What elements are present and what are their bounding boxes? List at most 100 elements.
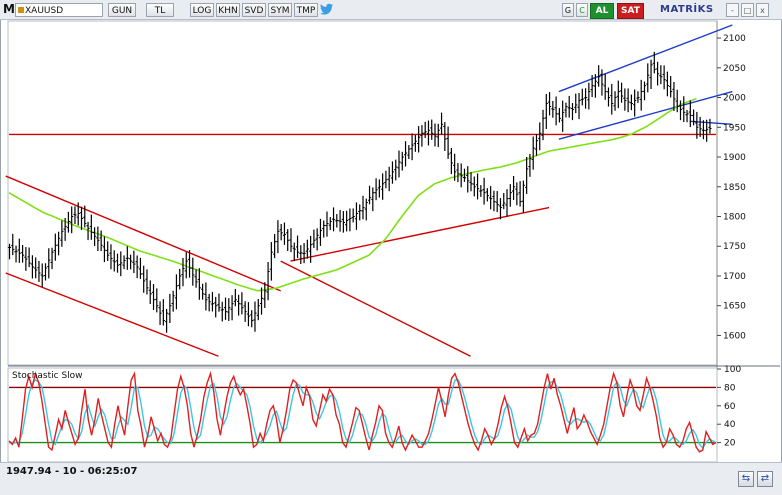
price-bar [178,268,182,290]
price-bar [322,220,326,238]
price-bar [351,208,355,223]
price-bar [145,269,149,295]
price-bar [207,293,211,312]
price-bar [665,71,670,97]
price-bar [115,253,120,273]
price-bar [328,217,332,231]
scroll-left-icon[interactable]: ⇆ [738,471,754,487]
symbol-label: XAUUSD [25,6,64,16]
menu-label[interactable]: M [3,2,15,16]
price-bar [525,157,529,194]
close-icon[interactable]: x [756,3,769,17]
price-bar [698,116,702,137]
trendline-3 [290,206,550,262]
oscillator-tick-label: 60 [724,402,736,412]
price-bar [577,93,581,120]
price-bar [459,163,463,188]
price-bar [381,173,385,200]
price-bar [521,180,525,214]
price-bar [417,126,421,153]
price-bar [7,243,12,260]
price-bar [70,206,74,234]
price-bar [122,255,126,270]
price-bar [626,88,630,113]
price-bar [246,302,251,327]
gun-button[interactable]: GUN [108,3,136,17]
price-tick-label: 1950 [723,123,746,133]
price-bar [511,175,516,200]
price-bar [547,91,552,116]
price-tick-label: 2100 [723,34,746,44]
price-bar [652,51,656,74]
price-bar [387,166,391,192]
oscillator-axis: 20 40 60 80 100 [717,365,741,449]
c-icon[interactable]: C [576,3,588,17]
price-tick-label: 2050 [723,64,746,74]
tmp-button[interactable]: TMP [294,3,318,17]
price-bar [672,81,676,111]
price-axis: 1600 1650 1700 1750 1800 1850 1900 1950 2000 2050… [717,34,746,341]
price-bar [223,297,228,320]
sat-button[interactable]: SAT [617,3,644,19]
price-bar [390,161,395,184]
price-bar [295,235,300,258]
price-bar [109,244,113,270]
price-bar [174,274,179,310]
price-bar [269,242,273,281]
price-bar [587,82,591,110]
price-bar [420,125,424,147]
maximize-icon[interactable]: □ [741,3,754,17]
price-bar [214,296,218,318]
price-bar [482,177,486,205]
twitter-icon[interactable] [320,3,338,17]
trendline-4 [558,24,733,93]
price-bar [430,119,434,140]
price-bar [538,122,542,151]
trendline-5 [558,90,733,140]
price-bar [151,284,156,310]
tl-button[interactable]: TL [146,3,174,17]
price-bar [669,76,673,98]
stochastic-k-line [8,370,717,453]
price-bar [256,298,260,321]
price-bar [286,229,290,251]
g-icon[interactable]: G [562,3,574,17]
price-bar [14,245,18,263]
price-bar [86,221,90,241]
svd-button[interactable]: SVD [242,3,266,17]
price-bar [701,120,706,140]
scroll-right-icon[interactable]: ⇄ [757,471,773,487]
price-bar [508,184,512,207]
price-bar [489,186,493,210]
log-button[interactable]: LOG [190,3,214,17]
price-bar [583,88,588,109]
price-bar [642,81,647,101]
price-bar [557,107,561,123]
price-bar [112,250,116,272]
price-bar [394,159,398,181]
minimize-icon[interactable]: - [726,3,739,17]
price-bar [73,206,77,224]
price-tick-label: 1650 [723,302,746,312]
price-bar [331,207,336,232]
price-bar [76,202,80,226]
oscillator-tick-label: 100 [724,365,741,375]
price-bar [240,292,244,315]
price-bar [282,222,287,245]
price-bar [371,187,375,212]
sym-button[interactable]: SYM [268,3,292,17]
price-bar [158,301,162,325]
price-bar [361,195,365,220]
price-bar [106,241,110,261]
price-bar [518,181,522,207]
price-bar [410,133,414,161]
price-bar [184,252,188,279]
price-bar [335,214,339,228]
symbol-field[interactable]: XAUUSD [15,3,103,17]
price-bar [597,65,601,87]
khn-button[interactable]: KHN [216,3,240,17]
price-bar [623,88,627,111]
al-button[interactable]: AL [590,3,614,19]
price-bar [217,293,221,312]
